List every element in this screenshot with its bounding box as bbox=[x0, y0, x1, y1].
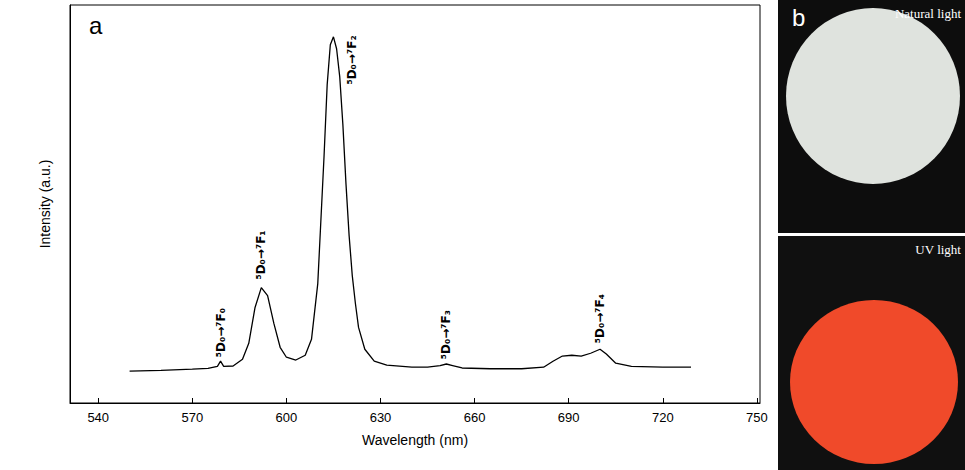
svg-text:720: 720 bbox=[652, 410, 674, 425]
svg-text:⁵D₀→⁷F₄: ⁵D₀→⁷F₄ bbox=[593, 294, 607, 343]
svg-text:660: 660 bbox=[464, 410, 486, 425]
svg-text:570: 570 bbox=[181, 410, 203, 425]
svg-text:⁵D₀→⁷F₂: ⁵D₀→⁷F₂ bbox=[345, 35, 359, 84]
svg-text:a: a bbox=[89, 12, 103, 39]
svg-text:540: 540 bbox=[87, 410, 109, 425]
html-text:UV light: UV light bbox=[915, 242, 961, 257]
svg-text:Intensity (a.u.): Intensity (a.u.) bbox=[37, 160, 53, 249]
svg-text:600: 600 bbox=[276, 410, 298, 425]
svg-text:Wavelength (nm): Wavelength (nm) bbox=[362, 432, 468, 448]
svg-text:690: 690 bbox=[558, 410, 580, 425]
svg-text:⁵D₀→⁷F₁: ⁵D₀→⁷F₁ bbox=[254, 230, 268, 279]
svg-text:⁵D₀→⁷F₃: ⁵D₀→⁷F₃ bbox=[439, 310, 453, 359]
svg-text:⁵D₀→⁷F₀: ⁵D₀→⁷F₀ bbox=[214, 308, 228, 357]
html-text:b: b bbox=[792, 4, 806, 31]
svg-text:750: 750 bbox=[746, 410, 768, 425]
html-text:Natural light: Natural light bbox=[894, 6, 961, 21]
svg-text:630: 630 bbox=[370, 410, 392, 425]
